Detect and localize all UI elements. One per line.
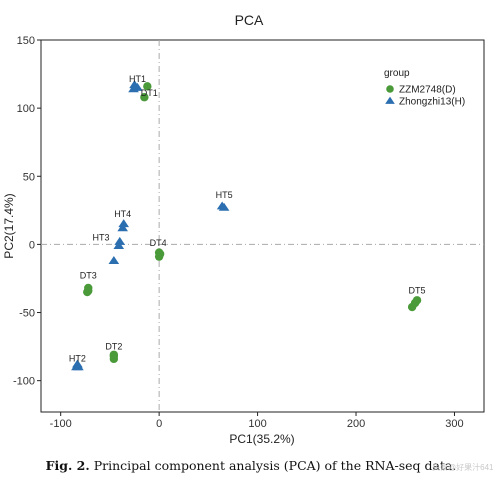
point-label: HT5 xyxy=(216,190,233,200)
figure-caption-text: Principal component analysis (PCA) of th… xyxy=(93,458,457,473)
chart-title: PCA xyxy=(235,12,264,28)
data-point-triangle xyxy=(73,362,84,371)
pca-scatter-chart: PCA -100 0 100 200 300 -100 -50 0 50 100 150 HT1 D… xyxy=(2,12,485,446)
y-tick-label: -50 xyxy=(19,308,35,320)
data-point-triangle xyxy=(118,219,130,228)
point-label: DT2 xyxy=(105,341,122,351)
data-point-triangle xyxy=(218,202,230,211)
data-point-circle xyxy=(143,82,152,91)
data-point-triangle xyxy=(114,236,126,245)
legend: group ZZM2748(D)Zhongzhi13(H) xyxy=(384,68,465,108)
point-label: DT3 xyxy=(80,270,97,280)
point-label: HT1 xyxy=(129,74,146,84)
data-points xyxy=(71,80,422,371)
x-axis-label: PC1(35.2%) xyxy=(229,432,294,446)
data-point-circle xyxy=(84,286,93,295)
y-tick-label: -100 xyxy=(13,376,35,388)
point-label: HT4 xyxy=(114,209,131,219)
data-point-triangle xyxy=(108,255,120,264)
y-tick-label: 50 xyxy=(23,171,35,183)
point-label: DT1 xyxy=(141,88,158,98)
x-tick-label: 300 xyxy=(445,418,463,430)
x-tick-label: 100 xyxy=(248,418,266,430)
watermark: 头条@好果汁641 xyxy=(432,463,494,472)
data-point-circle xyxy=(155,249,165,259)
legend-entry-label: Zhongzhi13(H) xyxy=(399,97,465,108)
y-tick-label: 150 xyxy=(17,35,35,47)
point-label: DT5 xyxy=(409,285,426,295)
figure-label: Fig. 2. xyxy=(45,458,90,473)
x-tick-label: 0 xyxy=(156,418,162,430)
data-point-circle xyxy=(140,93,149,102)
legend-entry-label: ZZM2748(D) xyxy=(399,85,456,96)
legend-title: group xyxy=(384,68,410,79)
data-point-triangle xyxy=(117,223,129,232)
x-tick-label: -100 xyxy=(50,418,72,430)
data-point-triangle xyxy=(128,84,139,93)
x-tick-label: 200 xyxy=(347,418,365,430)
point-label: HT3 xyxy=(93,232,110,242)
plot-area xyxy=(40,39,485,413)
legend-circle-marker xyxy=(386,85,394,93)
data-point-triangle xyxy=(113,240,125,249)
data-point-circle xyxy=(410,298,420,308)
y-tick-label: 100 xyxy=(17,103,35,115)
legend-triangle-marker xyxy=(385,96,395,104)
data-point-circle xyxy=(109,351,119,361)
y-tick-label: 0 xyxy=(29,239,35,251)
x-axis-ticks: -100 0 100 200 300 xyxy=(50,412,464,430)
reference-lines xyxy=(41,40,484,412)
figure-caption: Fig. 2. Principal component analysis (PC… xyxy=(0,458,502,473)
point-labels: HT1 DT1 HT2 DT2 DT3 HT3 HT4 DT4 HT5 DT5 xyxy=(69,74,426,363)
y-axis-label: PC2(17.4%) xyxy=(2,193,16,258)
y-axis-ticks: -100 -50 0 50 100 150 xyxy=(13,35,41,388)
point-label: DT4 xyxy=(150,238,167,248)
point-label: HT2 xyxy=(69,354,86,364)
